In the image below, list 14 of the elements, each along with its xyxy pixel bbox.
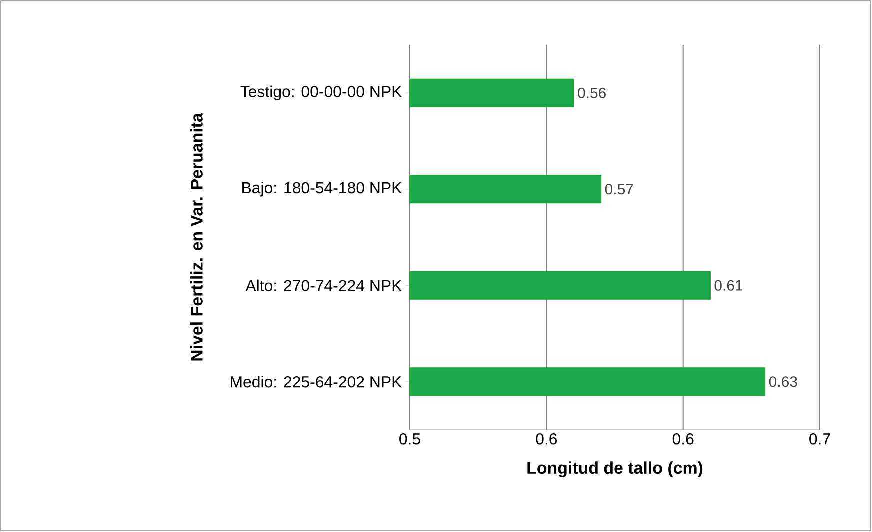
y-tick-label: Testigo: 00-00-00 NPK [240, 86, 402, 101]
x-tick-label: 0.7 [810, 434, 830, 445]
x-axis-title: Longitud de tallo (cm) [528, 462, 703, 478]
x-tick-label: 0.6 [536, 434, 558, 445]
y-tick-label: Alto: 270-74-224 NPK [246, 280, 402, 292]
data-label: 0.61 [714, 280, 743, 291]
y-axis-title: Nivel Fertiliz. en Var. Peruanita [190, 112, 203, 361]
data-label: 0.57 [605, 184, 634, 195]
y-tick-label: Bajo: 180-54-180 NPK [242, 182, 402, 197]
x-tick-label: 0.6 [672, 434, 694, 445]
data-label: 0.63 [769, 376, 798, 388]
x-tick-label: 0.5 [400, 434, 420, 445]
y-tick-label: Medio: 225-64-202 NPK [231, 376, 402, 388]
data-label: 0.56 [578, 88, 606, 98]
